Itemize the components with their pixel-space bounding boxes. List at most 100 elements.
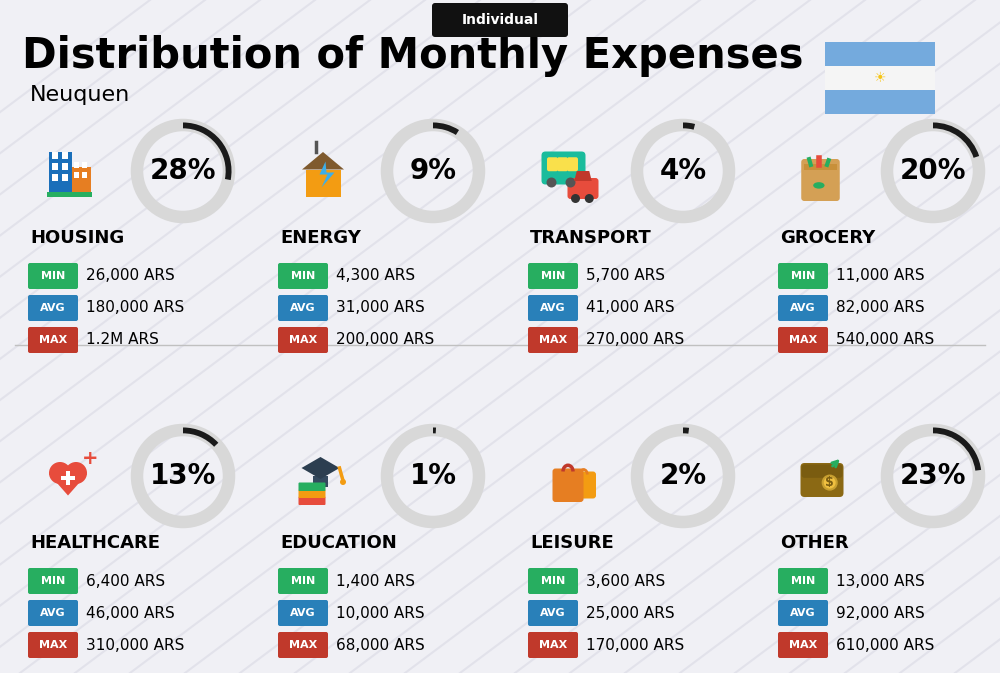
Text: 13,000 ARS: 13,000 ARS — [836, 573, 925, 588]
Text: TRANSPORT: TRANSPORT — [530, 229, 652, 247]
FancyBboxPatch shape — [528, 568, 578, 594]
Text: 270,000 ARS: 270,000 ARS — [586, 332, 684, 347]
FancyBboxPatch shape — [528, 327, 578, 353]
Text: 28%: 28% — [150, 157, 216, 185]
FancyBboxPatch shape — [52, 162, 58, 170]
FancyBboxPatch shape — [47, 192, 92, 197]
FancyBboxPatch shape — [778, 327, 828, 353]
Text: AVG: AVG — [40, 303, 66, 313]
FancyBboxPatch shape — [571, 472, 596, 499]
FancyBboxPatch shape — [28, 327, 78, 353]
Text: 4%: 4% — [659, 157, 707, 185]
FancyBboxPatch shape — [568, 178, 598, 199]
Text: 180,000 ARS: 180,000 ARS — [86, 301, 184, 316]
Text: OTHER: OTHER — [780, 534, 849, 552]
Text: MIN: MIN — [291, 576, 315, 586]
FancyBboxPatch shape — [62, 151, 68, 159]
FancyBboxPatch shape — [313, 476, 328, 487]
Text: 1,400 ARS: 1,400 ARS — [336, 573, 415, 588]
Text: 13%: 13% — [150, 462, 216, 490]
Text: MIN: MIN — [41, 576, 65, 586]
FancyBboxPatch shape — [432, 3, 568, 37]
FancyBboxPatch shape — [306, 170, 340, 197]
Text: 6,400 ARS: 6,400 ARS — [86, 573, 165, 588]
FancyBboxPatch shape — [298, 489, 326, 498]
FancyBboxPatch shape — [62, 174, 68, 180]
Polygon shape — [574, 171, 592, 181]
FancyBboxPatch shape — [62, 162, 68, 170]
FancyBboxPatch shape — [557, 157, 568, 171]
Text: LEISURE: LEISURE — [530, 534, 614, 552]
FancyBboxPatch shape — [278, 263, 328, 289]
Text: MIN: MIN — [291, 271, 315, 281]
Text: 2%: 2% — [659, 462, 707, 490]
Text: 9%: 9% — [410, 157, 456, 185]
FancyBboxPatch shape — [567, 157, 578, 171]
Text: MAX: MAX — [289, 335, 317, 345]
Circle shape — [340, 479, 346, 485]
Text: 170,000 ARS: 170,000 ARS — [586, 637, 684, 653]
Text: AVG: AVG — [290, 608, 316, 618]
FancyBboxPatch shape — [801, 159, 840, 201]
Text: MAX: MAX — [539, 640, 567, 650]
Text: ENERGY: ENERGY — [280, 229, 361, 247]
FancyBboxPatch shape — [778, 600, 828, 626]
FancyBboxPatch shape — [278, 632, 328, 658]
Text: 10,000 ARS: 10,000 ARS — [336, 606, 425, 621]
FancyBboxPatch shape — [825, 42, 935, 66]
Polygon shape — [320, 162, 334, 188]
Text: AVG: AVG — [40, 608, 66, 618]
Text: 26,000 ARS: 26,000 ARS — [86, 269, 175, 283]
Circle shape — [823, 476, 837, 489]
FancyBboxPatch shape — [28, 632, 78, 658]
Text: HOUSING: HOUSING — [30, 229, 124, 247]
Text: MIN: MIN — [541, 576, 565, 586]
Text: MAX: MAX — [789, 335, 817, 345]
FancyBboxPatch shape — [547, 157, 558, 171]
FancyBboxPatch shape — [528, 263, 578, 289]
Text: 11,000 ARS: 11,000 ARS — [836, 269, 925, 283]
FancyBboxPatch shape — [61, 476, 75, 480]
Text: MAX: MAX — [789, 640, 817, 650]
FancyBboxPatch shape — [528, 600, 578, 626]
Text: MAX: MAX — [289, 640, 317, 650]
Text: 610,000 ARS: 610,000 ARS — [836, 637, 934, 653]
Circle shape — [546, 178, 556, 188]
Text: 540,000 ARS: 540,000 ARS — [836, 332, 934, 347]
Text: $: $ — [825, 476, 834, 489]
FancyBboxPatch shape — [74, 172, 79, 178]
FancyBboxPatch shape — [278, 568, 328, 594]
Text: Neuquen: Neuquen — [30, 85, 130, 105]
Text: 200,000 ARS: 200,000 ARS — [336, 332, 434, 347]
Wedge shape — [183, 122, 232, 180]
FancyBboxPatch shape — [778, 263, 828, 289]
Text: 92,000 ARS: 92,000 ARS — [836, 606, 925, 621]
Polygon shape — [49, 474, 87, 495]
FancyBboxPatch shape — [528, 295, 578, 321]
Text: 41,000 ARS: 41,000 ARS — [586, 301, 675, 316]
FancyBboxPatch shape — [298, 483, 326, 491]
FancyBboxPatch shape — [66, 471, 70, 485]
Polygon shape — [302, 152, 344, 170]
Text: AVG: AVG — [540, 608, 566, 618]
FancyBboxPatch shape — [778, 295, 828, 321]
Circle shape — [585, 194, 594, 203]
FancyBboxPatch shape — [804, 164, 837, 170]
FancyBboxPatch shape — [52, 151, 58, 159]
FancyBboxPatch shape — [542, 151, 586, 184]
Text: AVG: AVG — [790, 608, 816, 618]
FancyBboxPatch shape — [52, 174, 58, 180]
FancyBboxPatch shape — [778, 632, 828, 658]
Text: 4,300 ARS: 4,300 ARS — [336, 269, 415, 283]
Text: HEALTHCARE: HEALTHCARE — [30, 534, 160, 552]
FancyBboxPatch shape — [802, 464, 842, 478]
Text: MIN: MIN — [541, 271, 565, 281]
Text: 310,000 ARS: 310,000 ARS — [86, 637, 184, 653]
Text: MIN: MIN — [791, 576, 815, 586]
Wedge shape — [933, 122, 979, 157]
Circle shape — [566, 178, 576, 188]
FancyBboxPatch shape — [82, 172, 87, 178]
FancyBboxPatch shape — [825, 90, 935, 114]
Text: MIN: MIN — [791, 271, 815, 281]
FancyBboxPatch shape — [49, 151, 72, 194]
